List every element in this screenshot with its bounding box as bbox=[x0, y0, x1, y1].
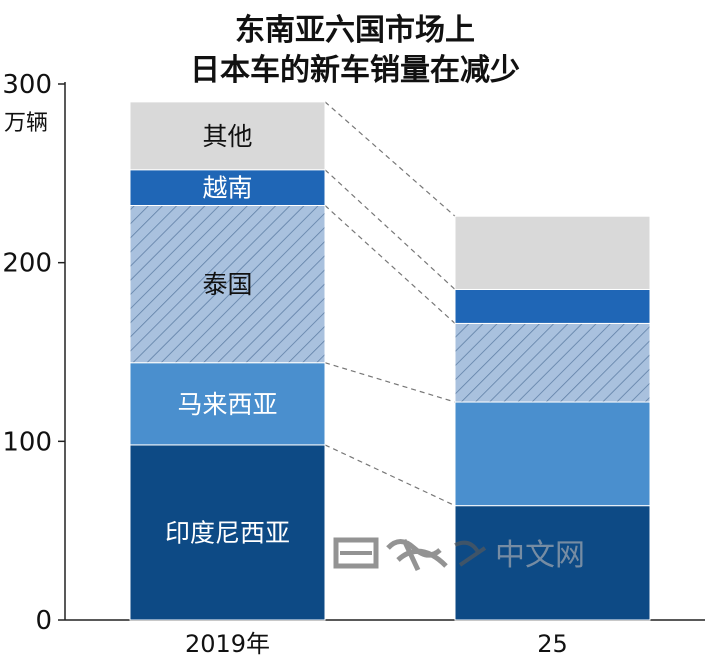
bar-segment bbox=[129, 444, 326, 621]
bar-segment bbox=[454, 288, 651, 324]
connector-line bbox=[324, 444, 456, 507]
connector-line bbox=[324, 101, 456, 217]
nikkei-calligraphy-logo-icon bbox=[333, 537, 487, 572]
chart-title-line-1: 东南亚六国市场上 bbox=[235, 13, 475, 48]
segment-label: 马来西亚 bbox=[177, 390, 277, 419]
y-tick-label: 300 bbox=[2, 70, 52, 100]
bar-segments bbox=[129, 101, 651, 621]
bar-segment bbox=[454, 401, 651, 507]
connector-line bbox=[324, 169, 456, 290]
connector-line bbox=[324, 205, 456, 324]
category-label: 25 bbox=[537, 630, 568, 658]
segment-label: 印度尼西亚 bbox=[165, 518, 290, 547]
y-axis-unit-label: 万辆 bbox=[4, 111, 48, 136]
segment-connectors bbox=[324, 101, 456, 507]
bar-segment bbox=[454, 215, 651, 290]
chart-title-line-2: 日本车的新车销量在减少 bbox=[190, 53, 520, 88]
bar-segment bbox=[454, 505, 651, 621]
segment-labels: 印度尼西亚 马来西亚 泰国 越南 其他 bbox=[165, 122, 290, 548]
watermark: 中文网 bbox=[333, 537, 585, 573]
segment-label: 其他 bbox=[202, 122, 252, 151]
watermark-text: 中文网 bbox=[495, 538, 585, 573]
y-tick-label: 100 bbox=[2, 427, 52, 457]
bar-segment bbox=[129, 362, 326, 446]
y-axis-ticks: 0 100 200 300 bbox=[2, 70, 65, 636]
segment-label: 越南 bbox=[202, 174, 252, 203]
y-tick-label: 200 bbox=[2, 249, 52, 279]
category-labels: 2019年 25 bbox=[185, 630, 568, 658]
bar-segment bbox=[129, 204, 326, 364]
connector-line bbox=[324, 362, 456, 403]
bar-segment bbox=[454, 322, 651, 403]
category-label: 2019年 bbox=[185, 630, 270, 658]
y-tick-label: 0 bbox=[35, 606, 52, 636]
bar-segment bbox=[129, 101, 326, 171]
segment-label: 泰国 bbox=[202, 270, 252, 299]
